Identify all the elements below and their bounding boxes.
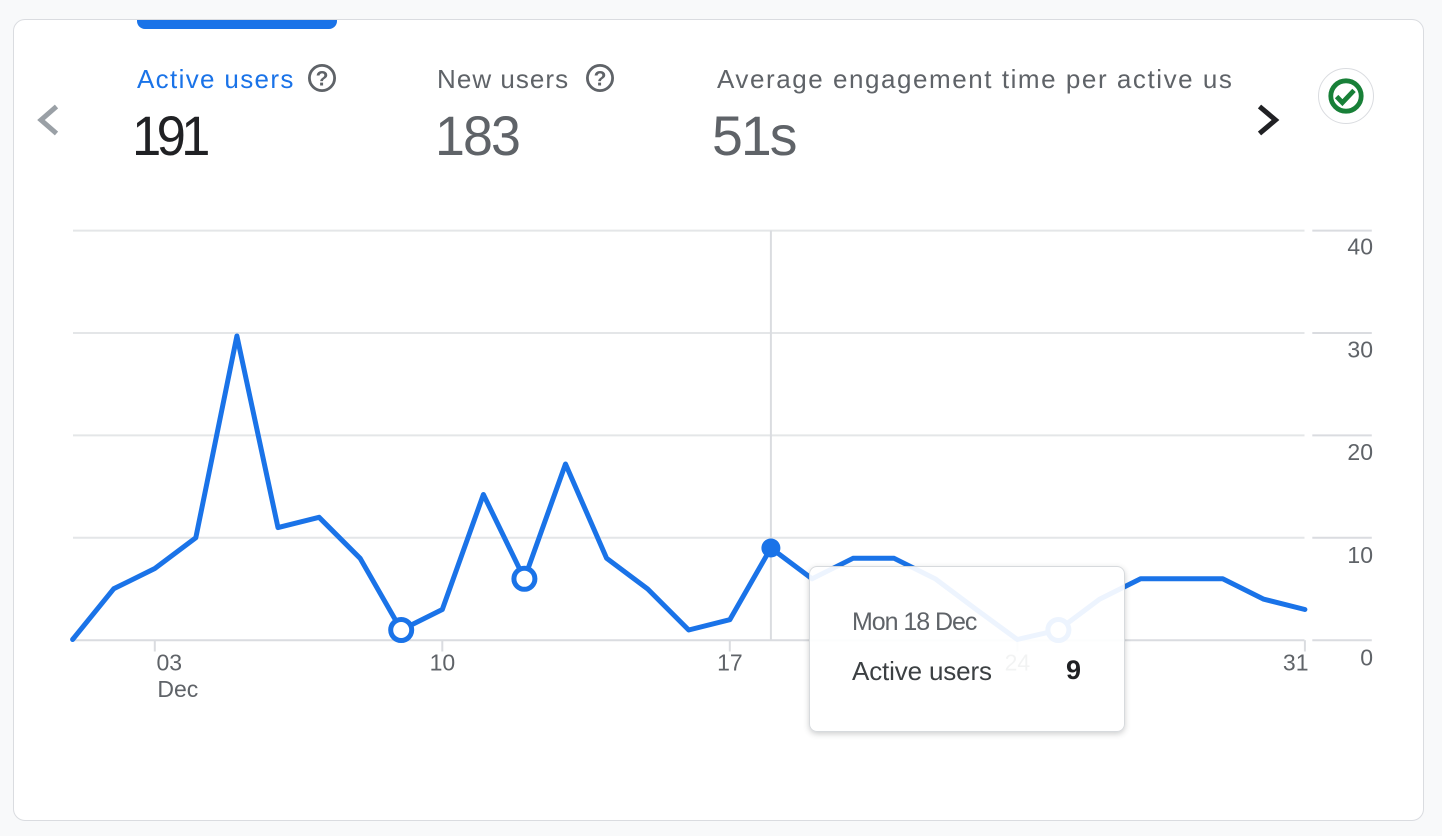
svg-text:?: ? xyxy=(594,68,607,91)
svg-text:0: 0 xyxy=(1360,644,1373,670)
svg-text:30: 30 xyxy=(1347,337,1373,363)
svg-text:?: ? xyxy=(316,68,329,91)
svg-text:03: 03 xyxy=(157,650,183,676)
svg-text:40: 40 xyxy=(1347,234,1373,260)
svg-text:17: 17 xyxy=(717,650,743,676)
svg-text:10: 10 xyxy=(1347,542,1373,568)
svg-text:20: 20 xyxy=(1347,439,1373,465)
svg-text:31: 31 xyxy=(1283,650,1309,676)
svg-text:10: 10 xyxy=(430,650,456,676)
svg-text:Dec: Dec xyxy=(157,676,198,702)
